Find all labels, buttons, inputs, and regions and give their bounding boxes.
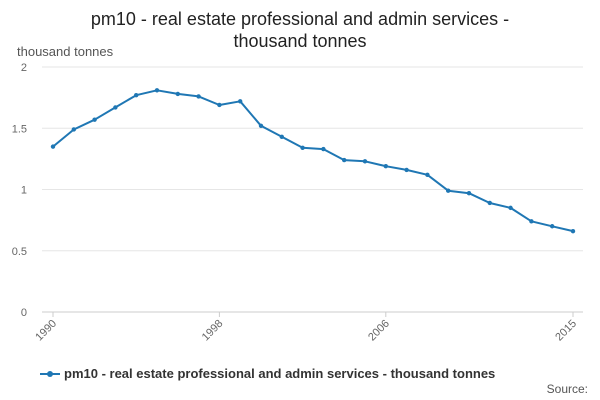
series-line-0	[52, 89, 574, 233]
legend-label: pm10 - real estate professional and admi…	[64, 366, 496, 381]
x-axis-ticks: 1990 1998 2006 2015	[33, 312, 579, 343]
x-tick-label-2: 2006	[366, 318, 392, 344]
y-tick-label-4: 2	[21, 62, 27, 74]
y-axis-ticks: 0 0.5 1 1.5 2	[12, 62, 27, 319]
chart-title-line-1: pm10 - real estate professional and admi…	[90, 9, 510, 29]
data-point-1994[interactable]	[134, 92, 139, 98]
data-point-2012[interactable]	[508, 205, 513, 211]
data-point-1993[interactable]	[113, 105, 118, 110]
y-tick-label-0: 0	[21, 307, 27, 319]
data-point-2015[interactable]	[570, 228, 576, 234]
data-point-2013[interactable]	[529, 219, 534, 224]
y-tick-label-3: 1.5	[12, 123, 27, 135]
data-point-1990[interactable]	[50, 144, 56, 149]
y-tick-label-2: 1	[21, 185, 27, 197]
data-point-1997[interactable]	[196, 94, 201, 99]
y-tick-label-1: 0.5	[12, 246, 27, 258]
legend[interactable]: pm10 - real estate professional and admi…	[40, 366, 495, 381]
data-point-2002[interactable]	[300, 145, 305, 151]
data-point-2007[interactable]	[404, 167, 409, 173]
source-label: Source:	[546, 382, 588, 396]
x-tick-label-3: 2015	[553, 318, 579, 344]
data-point-2001[interactable]	[279, 134, 284, 140]
chart-title-line-2: thousand tonnes	[233, 31, 367, 51]
data-point-2000[interactable]	[258, 123, 264, 128]
data-point-2009[interactable]	[446, 188, 451, 193]
data-point-2004[interactable]	[342, 157, 347, 163]
y-axis-label: thousand tonnes	[17, 44, 114, 59]
data-point-2003[interactable]	[321, 146, 326, 152]
chart-title: pm10 - real estate professional and admi…	[0, 8, 600, 52]
data-point-2006[interactable]	[383, 164, 388, 169]
gridlines	[42, 66, 583, 252]
data-point-2008[interactable]	[425, 172, 430, 177]
data-point-2011[interactable]	[487, 200, 492, 206]
data-point-2014[interactable]	[550, 224, 555, 229]
data-point-2005[interactable]	[362, 159, 368, 164]
data-point-1996[interactable]	[175, 91, 180, 97]
data-point-1992[interactable]	[92, 117, 97, 122]
series-layer	[50, 88, 576, 234]
x-tick-label-1: 1998	[200, 318, 226, 344]
data-point-1999[interactable]	[238, 99, 243, 104]
data-point-1998[interactable]	[217, 102, 222, 108]
legend-line-marker-icon	[40, 369, 60, 379]
data-point-2010[interactable]	[466, 190, 472, 196]
data-point-1995[interactable]	[154, 88, 160, 93]
x-tick-label-0: 1990	[33, 318, 59, 344]
data-point-1991[interactable]	[71, 127, 77, 132]
